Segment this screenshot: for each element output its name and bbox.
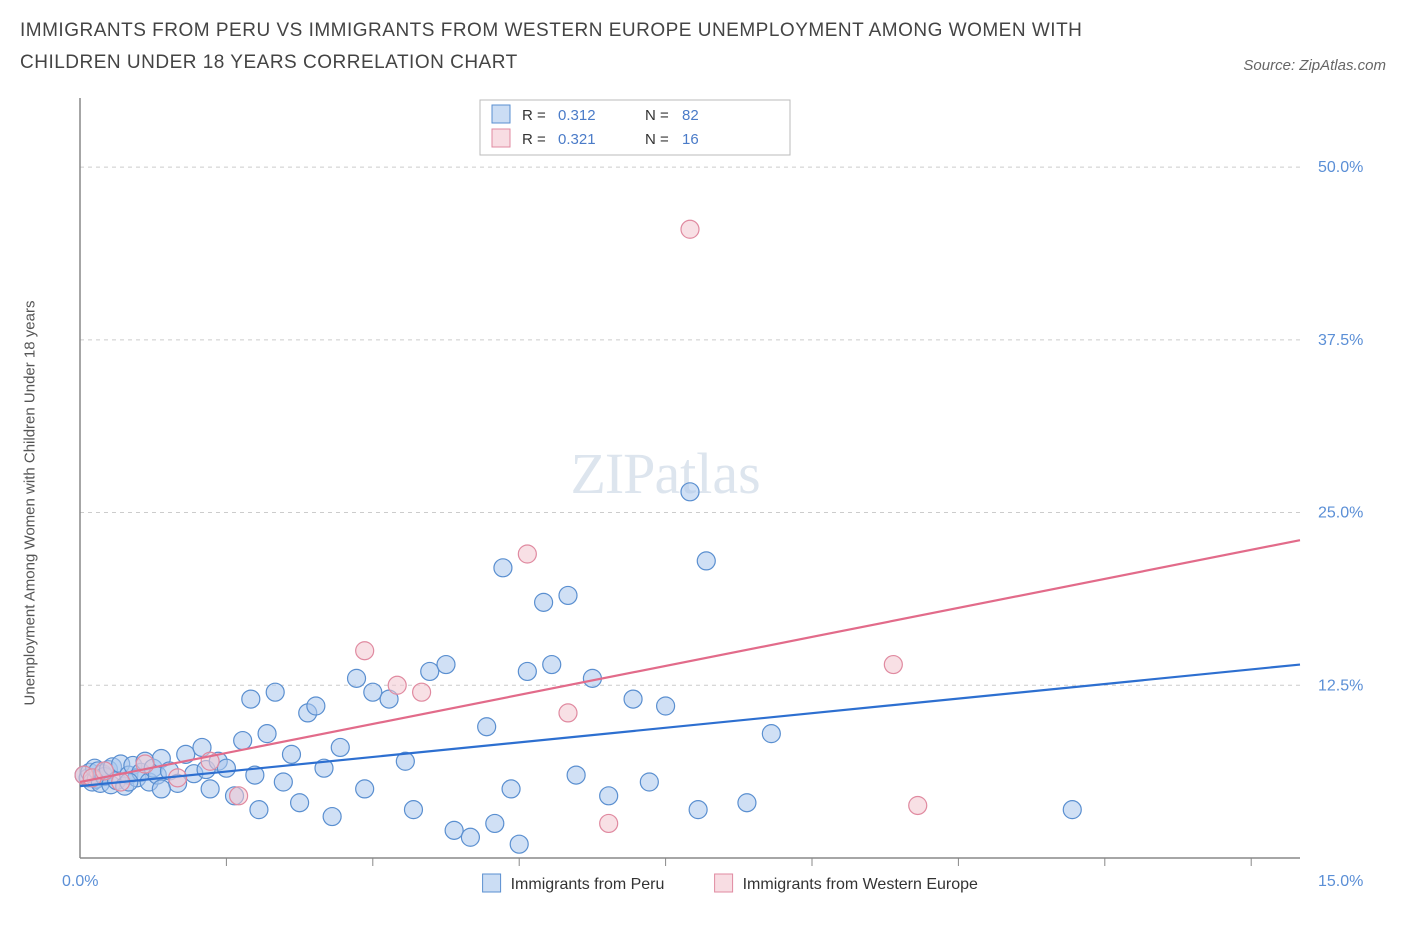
data-point <box>307 697 325 715</box>
legend-r-value: 0.321 <box>558 131 596 148</box>
data-point <box>217 759 235 777</box>
data-point <box>518 662 536 680</box>
data-point <box>600 786 618 804</box>
data-point <box>348 669 366 687</box>
scatter-chart: 12.5% 25.0% 37.5% 50.0% ZIPatlas R = 0.312 N = 8… <box>20 88 1386 918</box>
data-point <box>250 800 268 818</box>
source-attribution: Source: ZipAtlas.com <box>1243 57 1386 80</box>
data-point <box>624 690 642 708</box>
trend-line <box>80 540 1300 782</box>
y-tick-label: 37.5% <box>1318 331 1363 348</box>
data-point <box>486 814 504 832</box>
y-tick-label: 50.0% <box>1318 159 1363 176</box>
data-point <box>567 766 585 784</box>
legend-r-value: 0.312 <box>558 107 596 124</box>
x-min-label: 0.0% <box>62 873 98 890</box>
legend-swatch <box>492 129 510 147</box>
data-point <box>518 545 536 563</box>
data-point <box>388 676 406 694</box>
data-point <box>356 641 374 659</box>
data-point <box>331 738 349 756</box>
data-point <box>230 786 248 804</box>
legend-swatch <box>715 874 733 892</box>
data-point <box>762 724 780 742</box>
legend-swatch <box>483 874 501 892</box>
legend-swatch <box>492 105 510 123</box>
data-point <box>681 220 699 238</box>
data-point <box>152 780 170 798</box>
data-point <box>364 683 382 701</box>
legend-n-value: 16 <box>682 131 699 148</box>
data-point <box>640 773 658 791</box>
series-legend-label: Immigrants from Western Europe <box>743 876 978 893</box>
data-point <box>201 780 219 798</box>
data-point <box>559 704 577 722</box>
data-point <box>445 821 463 839</box>
data-point <box>697 552 715 570</box>
data-point <box>543 655 561 673</box>
data-point <box>909 796 927 814</box>
x-max-label: 15.0% <box>1318 873 1363 890</box>
data-point <box>738 793 756 811</box>
data-point <box>502 780 520 798</box>
data-point <box>258 724 276 742</box>
series-legend-label: Immigrants from Peru <box>511 876 665 893</box>
data-point <box>510 835 528 853</box>
legend-n-value: 82 <box>682 107 699 124</box>
data-point <box>681 482 699 500</box>
data-point <box>657 697 675 715</box>
legend-n-label: N = <box>645 107 669 124</box>
data-point <box>242 690 260 708</box>
data-point <box>404 800 422 818</box>
data-point <box>274 773 292 791</box>
data-point <box>421 662 439 680</box>
data-point <box>600 814 618 832</box>
watermark: ZIPatlas <box>570 441 760 506</box>
legend-n-label: N = <box>645 131 669 148</box>
data-point <box>559 586 577 604</box>
data-point <box>884 655 902 673</box>
y-tick-label: 12.5% <box>1318 677 1363 694</box>
legend-r-label: R = <box>522 107 546 124</box>
data-point <box>478 717 496 735</box>
data-point <box>689 800 707 818</box>
data-point <box>535 593 553 611</box>
data-point <box>282 745 300 763</box>
y-axis-label: Unemployment Among Women with Children U… <box>22 300 39 705</box>
data-point <box>461 828 479 846</box>
chart-container: Unemployment Among Women with Children U… <box>20 88 1386 918</box>
data-point <box>494 558 512 576</box>
chart-title: IMMIGRANTS FROM PERU VS IMMIGRANTS FROM … <box>20 15 1120 80</box>
y-tick-label: 25.0% <box>1318 504 1363 521</box>
data-point <box>413 683 431 701</box>
data-point <box>356 780 374 798</box>
legend-r-label: R = <box>522 131 546 148</box>
data-point <box>323 807 341 825</box>
data-point <box>291 793 309 811</box>
data-point <box>234 731 252 749</box>
data-point <box>1063 800 1081 818</box>
data-point <box>266 683 284 701</box>
data-point <box>437 655 455 673</box>
